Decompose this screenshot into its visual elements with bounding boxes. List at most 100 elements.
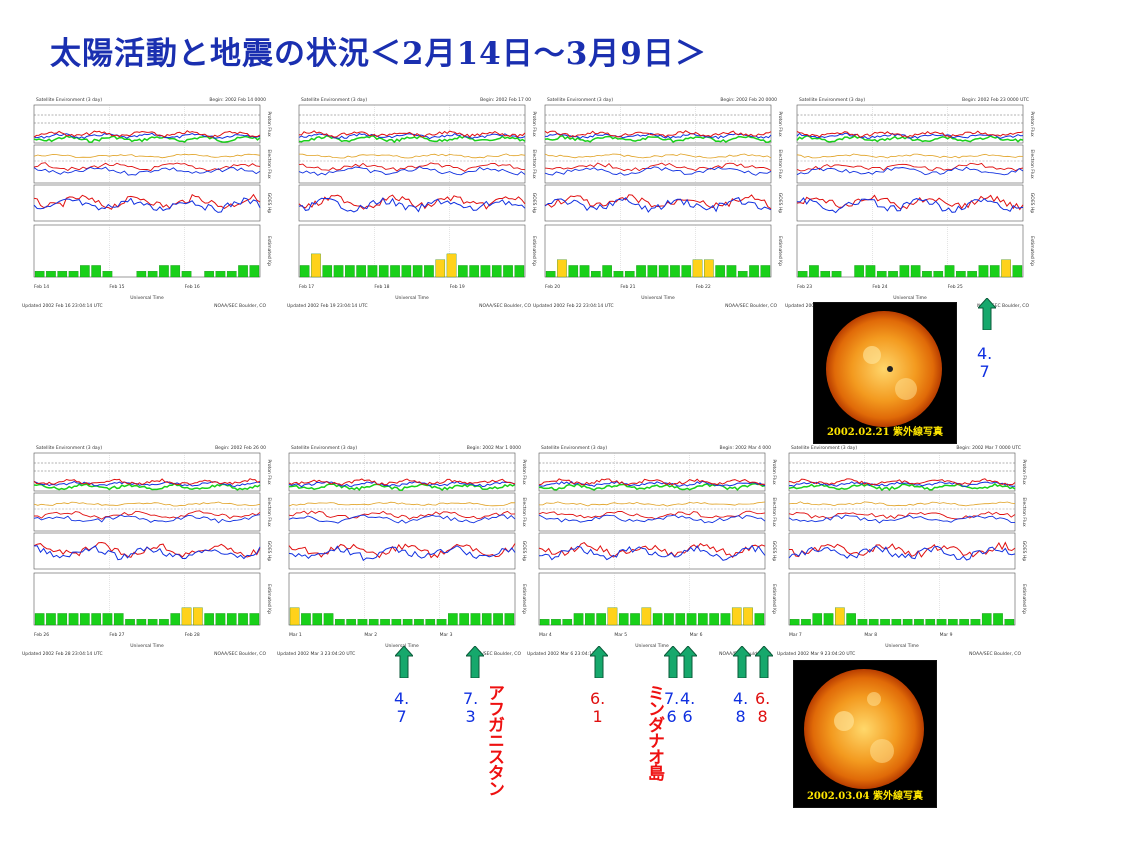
panel-chart: Satellite Environment (3 day) Begin: 2002…: [533, 97, 783, 309]
kp-bar: [333, 265, 344, 278]
kp-bar: [102, 271, 113, 278]
kp-bar: [944, 265, 955, 278]
quake-magnitude: 4. 7: [394, 689, 410, 726]
electron-flux-blue: [33, 166, 261, 176]
panel-chart: Satellite Environment (3 day) Begin: 2002…: [527, 445, 777, 657]
kp-bar: [312, 613, 323, 626]
kp-bar: [113, 613, 124, 626]
satellite-environment-panel: Satellite Environment (3 day) Begin: 2002…: [277, 443, 527, 658]
kp-bar: [551, 619, 561, 626]
side-label: GOES Hp: [266, 541, 272, 562]
subpanel-frame: [544, 224, 772, 278]
kp-bar: [647, 265, 658, 278]
electron-flux-orange: [33, 501, 261, 507]
kp-bar: [357, 619, 368, 626]
subpanel-frame: [288, 532, 516, 570]
kp-bar: [820, 271, 831, 278]
x-tick-label: Feb 27: [109, 632, 124, 638]
panel-footer-left: Updated 2002 Mar 6 23:04:13 UTC: [527, 651, 605, 657]
kp-bar: [412, 265, 423, 278]
kp-bar: [91, 265, 101, 278]
kp-bar: [715, 265, 725, 278]
x-tick-label: Feb 26: [34, 632, 49, 638]
x-tick-label: Mar 2: [364, 632, 377, 638]
kp-bar: [46, 613, 56, 626]
kp-bar: [704, 259, 714, 278]
kp-bar: [159, 265, 169, 278]
satellite-environment-panel: Satellite Environment (3 day) Begin: 2002…: [287, 95, 537, 310]
kp-bar: [301, 613, 311, 626]
kp-bar: [459, 613, 469, 626]
kp-bar: [390, 265, 400, 278]
panel-chart: Satellite Environment (3 day) Begin: 2002…: [22, 97, 272, 309]
kp-bar: [181, 607, 192, 626]
kp-bar: [959, 619, 969, 626]
subpanel-frame: [33, 532, 261, 570]
kp-bar: [891, 619, 902, 626]
kp-bar: [181, 271, 192, 278]
proton-flux-blue: [33, 132, 261, 139]
kp-bar: [880, 619, 890, 626]
panel-header-left: Satellite Environment (3 day): [547, 97, 613, 103]
panel-footer-left: Updated 2002 Feb 22 23:04:14 UTC: [533, 303, 614, 309]
panel-footer-right: NOAA/SEC Boulder, CO: [469, 651, 521, 657]
kp-bar: [226, 271, 237, 278]
kp-bar: [491, 265, 502, 278]
quake-magnitude: 4. 7: [977, 344, 993, 381]
side-label: Electron Flux: [1021, 497, 1027, 527]
x-tick-label: Mar 3: [440, 632, 453, 638]
kp-bar: [948, 619, 958, 626]
kp-bar: [978, 265, 989, 278]
kp-bar: [226, 613, 237, 626]
panel-chart: Satellite Environment (3 day) Begin: 2002…: [785, 97, 1035, 309]
subpanel-frame: [544, 184, 772, 222]
panel-header-left: Satellite Environment (3 day): [791, 445, 857, 451]
subpanel-frame: [33, 144, 261, 184]
quake-magnitude: 4. 6: [680, 689, 696, 726]
panel-header-right: Begin: 2002 Feb 14 0000: [209, 97, 266, 103]
x-tick-label: Feb 15: [109, 284, 124, 290]
side-label: Proton Flux: [266, 459, 272, 485]
panel-chart: Satellite Environment (3 day) Begin: 2002…: [287, 97, 537, 309]
side-label: Estimated Kp: [777, 236, 783, 266]
kp-bar: [80, 265, 90, 278]
proton-flux-red: [288, 478, 516, 486]
side-label: GOES Hp: [266, 193, 272, 214]
x-tick-label: Feb 16: [185, 284, 200, 290]
x-tick-label: Mar 8: [864, 632, 877, 638]
x-tick-label: Feb 25: [948, 284, 963, 290]
kp-bar: [602, 265, 612, 278]
satellite-environment-panel: Satellite Environment (3 day) Begin: 2002…: [785, 95, 1035, 310]
kp-bar: [823, 613, 834, 626]
subpanel-frame: [788, 492, 1016, 532]
kp-bar: [425, 619, 436, 626]
kp-bar: [503, 265, 513, 278]
kp-bar: [424, 265, 434, 278]
kp-bar: [147, 619, 158, 626]
electron-flux-blue: [33, 514, 261, 524]
kp-bar: [289, 607, 300, 626]
kp-bar: [345, 265, 355, 278]
kp-bar: [989, 265, 1000, 278]
proton-flux-green: [298, 134, 526, 144]
goes-hp-red: [789, 541, 1016, 558]
subpanel-frame: [33, 184, 261, 222]
kp-bar: [933, 271, 944, 278]
kp-bar: [801, 619, 811, 626]
panel-footer-left: Updated 2002 Feb 19 23:04:14 UTC: [287, 303, 368, 309]
side-label: GOES Hp: [531, 193, 537, 214]
kp-bar: [346, 619, 356, 626]
satellite-environment-panel: Satellite Environment (3 day) Begin: 2002…: [533, 95, 783, 310]
electron-flux-red: [33, 510, 261, 520]
up-arrow-icon: [590, 646, 608, 678]
proton-flux-green: [33, 482, 261, 491]
kp-bar: [641, 607, 652, 626]
kp-bar: [607, 607, 618, 626]
x-tick-label: Mar 5: [614, 632, 627, 638]
kp-bar: [401, 265, 412, 278]
quake-magnitude: 7. 6: [664, 689, 680, 726]
kp-bar: [46, 271, 56, 278]
kp-bar: [102, 613, 113, 626]
kp-bar: [585, 613, 595, 626]
x-axis-label: Universal Time: [893, 295, 927, 301]
